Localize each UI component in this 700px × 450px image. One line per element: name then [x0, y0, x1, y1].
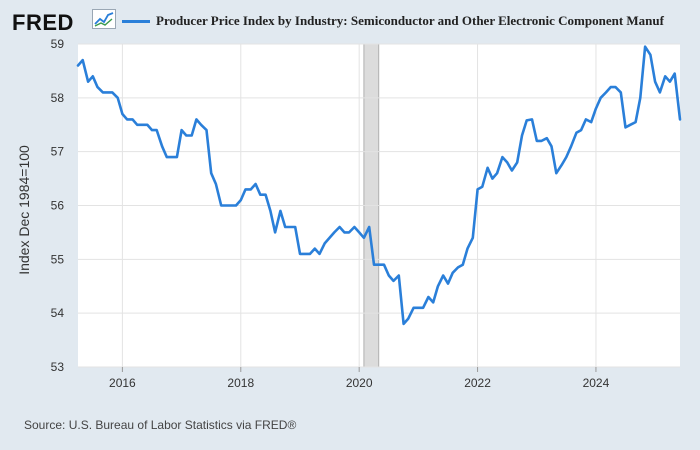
x-tick-label: 2018 [227, 376, 254, 390]
legend: Producer Price Index by Industry: Semico… [122, 13, 664, 29]
y-tick-label: 58 [51, 91, 65, 105]
x-axis-ticks: 2016 2018 2020 2022 2024 [109, 367, 610, 390]
x-tick-label: 2016 [109, 376, 136, 390]
legend-label: Producer Price Index by Industry: Semico… [156, 13, 664, 28]
y-tick-label: 56 [51, 199, 65, 213]
x-tick-label: 2022 [464, 376, 491, 390]
y-axis-ticks: 53 54 55 56 57 58 59 [51, 37, 65, 374]
source-note: Source: U.S. Bureau of Labor Statistics … [24, 418, 297, 432]
x-tick-label: 2020 [346, 376, 373, 390]
y-tick-label: 54 [51, 306, 65, 320]
series-layer [76, 45, 682, 326]
y-tick-label: 57 [51, 145, 65, 159]
series-line-0[interactable] [76, 45, 682, 326]
legend-swatch [122, 19, 150, 23]
y-tick-label: 59 [51, 37, 65, 51]
chart-header: FRED Producer Price Index by Industry: S… [8, 6, 698, 36]
line-graph-icon [92, 9, 116, 29]
y-tick-label: 55 [51, 252, 65, 266]
y-tick-label: 53 [51, 360, 65, 374]
fred-logo[interactable]: FRED [12, 10, 74, 35]
x-tick-label: 2024 [583, 376, 610, 390]
y-axis-label: Index Dec 1984=100 [16, 145, 32, 275]
